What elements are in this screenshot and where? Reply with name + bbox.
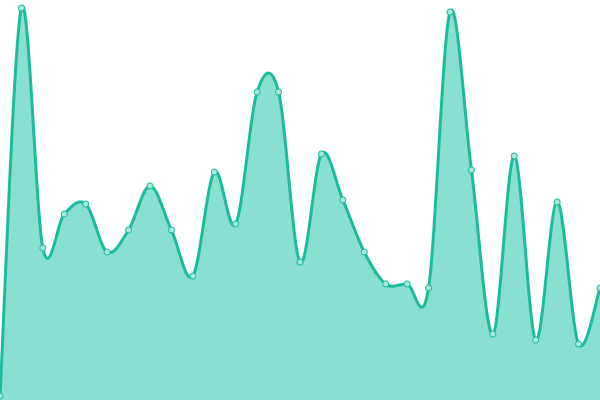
data-markers xyxy=(0,4,600,400)
data-point-4 xyxy=(82,200,90,208)
data-point-10 xyxy=(210,168,218,176)
data-point-28 xyxy=(596,284,600,292)
data-point-27 xyxy=(575,340,583,348)
data-point-14 xyxy=(296,258,304,266)
data-point-9 xyxy=(189,272,197,280)
data-point-11 xyxy=(232,220,240,228)
data-point-22 xyxy=(467,166,475,174)
data-point-7 xyxy=(146,182,154,190)
data-point-18 xyxy=(382,280,390,288)
data-point-8 xyxy=(167,226,175,234)
data-point-1 xyxy=(17,4,25,12)
data-point-2 xyxy=(39,244,47,252)
data-point-6 xyxy=(125,226,133,234)
data-point-12 xyxy=(253,88,261,96)
data-point-3 xyxy=(60,210,68,218)
area-fill xyxy=(0,6,600,400)
data-point-24 xyxy=(510,152,518,160)
data-point-25 xyxy=(532,336,540,344)
series-line xyxy=(0,4,600,397)
data-point-21 xyxy=(446,8,454,16)
data-point-16 xyxy=(339,196,347,204)
data-point-15 xyxy=(317,150,325,158)
data-point-26 xyxy=(553,198,561,206)
data-point-13 xyxy=(275,88,283,96)
data-point-5 xyxy=(103,248,111,256)
data-point-23 xyxy=(489,330,497,338)
data-point-20 xyxy=(425,284,433,292)
data-point-17 xyxy=(360,248,368,256)
data-point-0 xyxy=(0,392,4,400)
data-point-19 xyxy=(403,280,411,288)
